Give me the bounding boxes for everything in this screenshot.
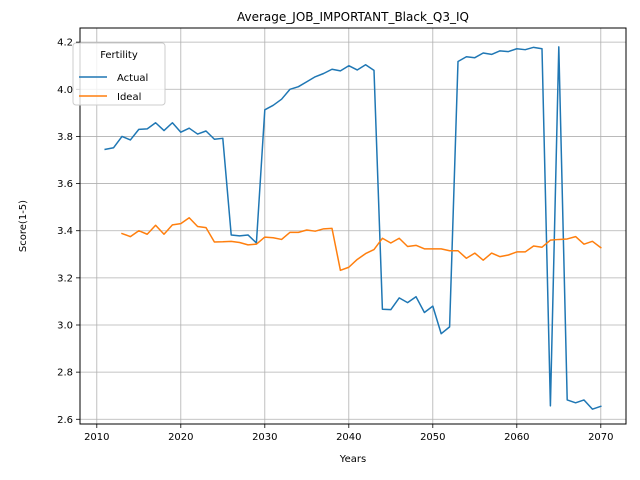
legend-title: Fertility [100,50,138,61]
y-tick-label: 2.8 [57,368,73,379]
x-tick-label: 2010 [84,432,109,443]
y-tick-label: 3.8 [57,132,73,143]
y-axis-label: Score(1-5) [18,200,29,252]
y-tick-label: 2.6 [57,415,73,426]
plot-frame [79,27,627,425]
y-tick-label: 3.0 [57,321,73,332]
x-tick-label: 2060 [504,432,529,443]
legend-box [72,42,166,106]
series-line-actual [104,46,602,410]
y-tick-label: 3.4 [57,226,73,237]
chart-title: Average_JOB_IMPORTANT_Black_Q3_IQ [237,10,469,24]
legend: Fertility Actual Ideal [72,42,166,106]
y-tick-label: 4.2 [57,38,73,49]
x-tick-label: 2020 [168,432,193,443]
legend-label-actual: Actual [117,73,148,84]
grid [80,28,626,424]
y-tick-label: 3.2 [57,273,73,284]
series-line-ideal [121,217,602,272]
x-tick-label: 2040 [336,432,361,443]
legend-label-ideal: Ideal [117,92,141,103]
y-axis-ticks: 2.6 2.8 3.0 3.2 3.4 3.6 3.8 4.0 4.2 [57,38,80,426]
x-tick-label: 2030 [252,432,277,443]
x-axis-label: Years [339,454,366,465]
x-tick-label: 2050 [420,432,445,443]
series-layer [104,46,602,410]
y-tick-label: 3.6 [57,179,73,190]
x-tick-label: 2070 [588,432,613,443]
y-tick-label: 4.0 [57,85,73,96]
x-axis-ticks: 2010 2020 2030 2040 2050 2060 2070 [84,424,614,443]
